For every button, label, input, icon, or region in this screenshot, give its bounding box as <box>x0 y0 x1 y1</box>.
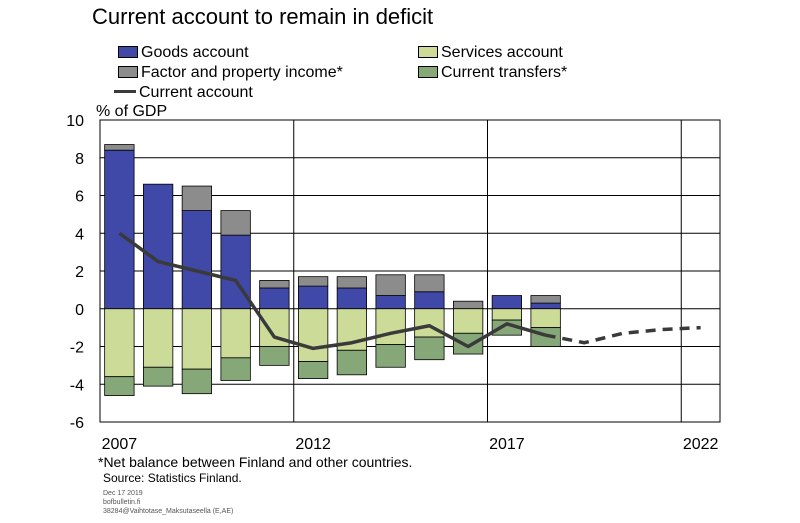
y-tick-label: 8 <box>75 151 84 168</box>
bar-factor <box>414 274 445 293</box>
y-tick-label: -6 <box>70 415 84 432</box>
bar-services <box>297 308 329 362</box>
bar-transfers <box>414 336 445 361</box>
axes: 10 8 6 4 2 0 -2 -4 -6 2007 2012 2017 2022 <box>66 113 721 453</box>
legend-item-services: Services account <box>418 44 563 62</box>
bar-factor <box>452 300 484 310</box>
legend-swatch-transfers <box>418 66 438 78</box>
bar-services <box>452 308 484 334</box>
bar-factor <box>336 276 367 289</box>
bar-goods <box>142 183 174 310</box>
legend-item-factor: Factor and property income* <box>118 64 343 82</box>
legend-label-factor: Factor and property income* <box>141 64 343 81</box>
bar-transfers <box>104 376 135 396</box>
x-tick-label: 2022 <box>683 436 719 453</box>
bar-transfers <box>336 349 367 376</box>
meta-site: bofbulletin.fi <box>103 499 141 506</box>
line-current-account <box>118 231 547 351</box>
y-tick-label: -4 <box>70 377 84 394</box>
legend-swatch-goods <box>118 46 138 58</box>
bar-services <box>142 308 174 368</box>
bar-goods <box>375 295 406 310</box>
bar-services <box>181 308 212 370</box>
bar-factor <box>259 280 290 289</box>
bar-services <box>104 308 135 378</box>
legend-swatch-factor <box>118 66 138 78</box>
bar-services <box>220 308 251 359</box>
legend-label-goods: Goods account <box>141 44 249 61</box>
x-tick-label: 2017 <box>489 436 525 453</box>
bar-factor <box>530 295 561 304</box>
bar-goods <box>181 210 212 310</box>
bar-goods <box>414 291 445 310</box>
legend-swatch-services <box>418 46 438 58</box>
source-note: Source: Statistics Finland. <box>103 471 242 485</box>
legend-label-services: Services account <box>441 44 563 61</box>
line-current-account-forecast <box>545 325 701 345</box>
bar-transfers <box>297 361 329 379</box>
bar-goods <box>336 287 367 310</box>
bar-goods <box>297 285 329 310</box>
bar-factor <box>104 144 135 151</box>
legend-item-goods: Goods account <box>118 44 249 62</box>
bar-services <box>491 308 522 321</box>
legend-label-transfers: Current transfers* <box>441 64 568 81</box>
lines <box>118 231 701 351</box>
bar-transfers <box>259 346 290 366</box>
bar-transfers <box>375 344 406 368</box>
legend-item-current-account: Current account <box>114 84 253 102</box>
bar-factor <box>181 185 212 212</box>
plot-frame <box>99 119 721 423</box>
y-tick-label: -2 <box>70 340 84 357</box>
bars <box>104 144 561 396</box>
y-axis-unit-label: % of GDP <box>96 103 168 120</box>
chart-title: Current account to remain in deficit <box>92 4 434 29</box>
bar-factor <box>375 274 406 296</box>
bar-services <box>375 308 406 346</box>
y-tick-label: 2 <box>75 264 84 281</box>
legend-item-transfers: Current transfers* <box>418 64 567 82</box>
bar-transfers <box>142 366 174 387</box>
bar-factor <box>220 210 251 236</box>
y-tick-label: 10 <box>66 113 84 130</box>
bar-goods <box>491 295 522 310</box>
bar-transfers <box>181 368 212 395</box>
x-tick-label: 2012 <box>295 436 331 453</box>
legend-label-current-account: Current account <box>139 84 253 101</box>
footnote: *Net balance between Finland and other c… <box>98 454 413 470</box>
x-tick-label: 2007 <box>102 436 138 453</box>
bar-goods <box>104 149 135 310</box>
legend-swatch-current-account <box>114 90 136 93</box>
meta-id: 38284@Vaihtotase_Maksutaseella (E,AE) <box>103 508 234 515</box>
y-tick-label: 6 <box>75 189 84 206</box>
bar-transfers <box>452 332 484 355</box>
y-tick-label: 4 <box>75 226 84 243</box>
bar-services <box>530 308 561 329</box>
bar-goods <box>259 287 290 310</box>
bar-goods <box>530 302 561 310</box>
bar-transfers <box>220 357 251 381</box>
y-tick-label: 0 <box>75 302 84 319</box>
bar-factor <box>297 276 329 287</box>
meta-date: Dec 17 2019 <box>103 490 143 497</box>
